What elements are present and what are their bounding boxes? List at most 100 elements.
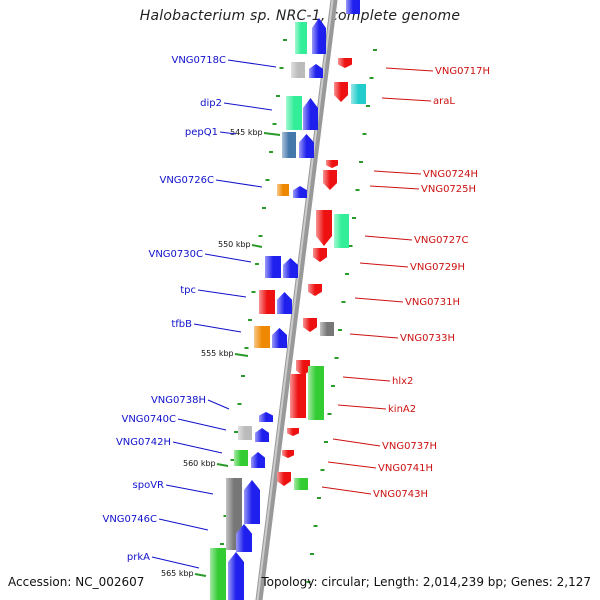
leader-line	[165, 484, 214, 495]
leader-line	[227, 59, 277, 68]
gene-feature-left-24	[210, 548, 226, 600]
leader-line	[321, 486, 372, 495]
leader-line	[197, 289, 247, 298]
gene-label-VNG0742H: VNG0742H	[116, 437, 171, 448]
topology-label: Topology: circular; Length: 2,014,239 bp…	[261, 575, 591, 589]
leader-line	[359, 262, 409, 268]
leader-line	[207, 399, 230, 410]
gene-label-VNG0727C: VNG0727C	[414, 235, 469, 246]
gene-feature-left-1	[312, 18, 326, 54]
gene-feature-left-3	[309, 64, 323, 78]
gene-feature-left-6	[282, 132, 296, 158]
gene-feature-left-13	[277, 292, 292, 314]
gene-feature-left-15	[272, 328, 287, 348]
scale-tick	[194, 573, 207, 577]
gene-feature-left-5	[303, 98, 318, 130]
leader-line	[332, 438, 381, 447]
gene-feature-right-4	[326, 160, 338, 168]
leader-line	[204, 253, 252, 263]
gene-feature-right-6	[316, 210, 332, 246]
leader-line	[342, 376, 391, 382]
gene-feature-right-15	[287, 428, 299, 436]
gene-feature-left-14	[254, 326, 270, 348]
gene-feature-left-8	[277, 184, 289, 196]
gene-feature-left-4	[286, 96, 302, 130]
leader-line	[158, 518, 209, 531]
gene-label-VNG0740C: VNG0740C	[121, 414, 176, 425]
leader-line	[381, 97, 432, 102]
gene-feature-left-19	[234, 450, 248, 466]
gene-feature-left-0	[295, 22, 307, 54]
gene-feature-left-11	[283, 258, 298, 278]
gene-feature-right-5	[323, 170, 337, 190]
leader-line	[172, 441, 223, 454]
scale-label: 560 kbp	[183, 459, 216, 468]
gene-label-prkA: prkA	[127, 552, 150, 563]
gene-feature-right-2	[334, 82, 348, 102]
gene-label-VNG0717H: VNG0717H	[435, 66, 490, 77]
scale-tick	[251, 244, 263, 248]
scale-label: 545 kbp	[230, 128, 263, 137]
scale-tick	[216, 463, 229, 467]
gene-feature-left-7	[299, 134, 314, 158]
gene-label-VNG0730C: VNG0730C	[148, 249, 203, 260]
gene-feature-right-11	[320, 322, 334, 336]
scale-label: 565 kbp	[161, 569, 194, 578]
gene-feature-left-23	[236, 524, 252, 552]
leader-line	[349, 333, 399, 339]
gene-feature-right-10	[303, 318, 317, 332]
leader-line	[364, 235, 413, 241]
gene-feature-left-2	[291, 62, 305, 78]
gene-feature-right-0	[346, 0, 360, 14]
leader-line	[354, 297, 404, 303]
gene-label-tfbB: tfbB	[171, 319, 192, 330]
leader-line	[215, 179, 263, 188]
gene-label-hlx2: hlx2	[392, 376, 413, 387]
gene-feature-right-7	[334, 214, 349, 248]
gene-feature-left-16	[259, 412, 273, 422]
gene-feature-left-22	[244, 480, 260, 524]
scale-label: 555 kbp	[201, 349, 234, 358]
gene-label-araL: araL	[433, 96, 455, 107]
map-title: Halobacterium sp. NRC-1, complete genome	[139, 8, 461, 24]
gene-label-VNG0743H: VNG0743H	[373, 489, 428, 500]
leader-line	[337, 404, 387, 410]
gene-feature-right-9	[308, 284, 322, 296]
gene-feature-left-18	[255, 428, 269, 442]
gene-label-VNG0741H: VNG0741H	[378, 463, 433, 474]
leader-line	[373, 170, 422, 175]
gene-feature-right-16	[282, 450, 294, 458]
gene-feature-right-14	[308, 366, 324, 420]
gene-feature-left-12	[259, 290, 275, 314]
gene-label-VNG0725H: VNG0725H	[421, 184, 476, 195]
leader-line	[151, 556, 200, 569]
gene-label-VNG0746C: VNG0746C	[102, 514, 157, 525]
gene-feature-right-8	[313, 248, 327, 262]
gene-label-VNG0737H: VNG0737H	[382, 441, 437, 452]
scale-label: 550 kbp	[218, 240, 251, 249]
gene-feature-left-9	[293, 186, 307, 198]
leader-line	[177, 418, 227, 431]
gene-feature-right-13	[290, 374, 306, 418]
leader-line	[219, 131, 237, 135]
gene-feature-right-3	[351, 84, 366, 104]
gene-feature-left-20	[251, 452, 265, 468]
leader-line	[223, 102, 273, 111]
gene-feature-right-12	[296, 360, 310, 376]
gene-feature-left-10	[265, 256, 281, 278]
scale-tick	[234, 353, 249, 357]
gene-label-VNG0724H: VNG0724H	[423, 169, 478, 180]
gene-label-kinA2: kinA2	[388, 404, 416, 415]
backbone	[255, 0, 338, 600]
leader-line	[369, 185, 420, 190]
gene-label-dip2: dip2	[200, 98, 222, 109]
gene-feature-right-17	[277, 472, 291, 486]
backbone-highlight	[256, 0, 334, 600]
gene-feature-right-18	[294, 478, 308, 490]
gene-label-VNG0726C: VNG0726C	[159, 175, 214, 186]
gene-label-VNG0731H: VNG0731H	[405, 297, 460, 308]
leader-line	[385, 67, 434, 72]
gene-label-VNG0738H: VNG0738H	[151, 395, 206, 406]
